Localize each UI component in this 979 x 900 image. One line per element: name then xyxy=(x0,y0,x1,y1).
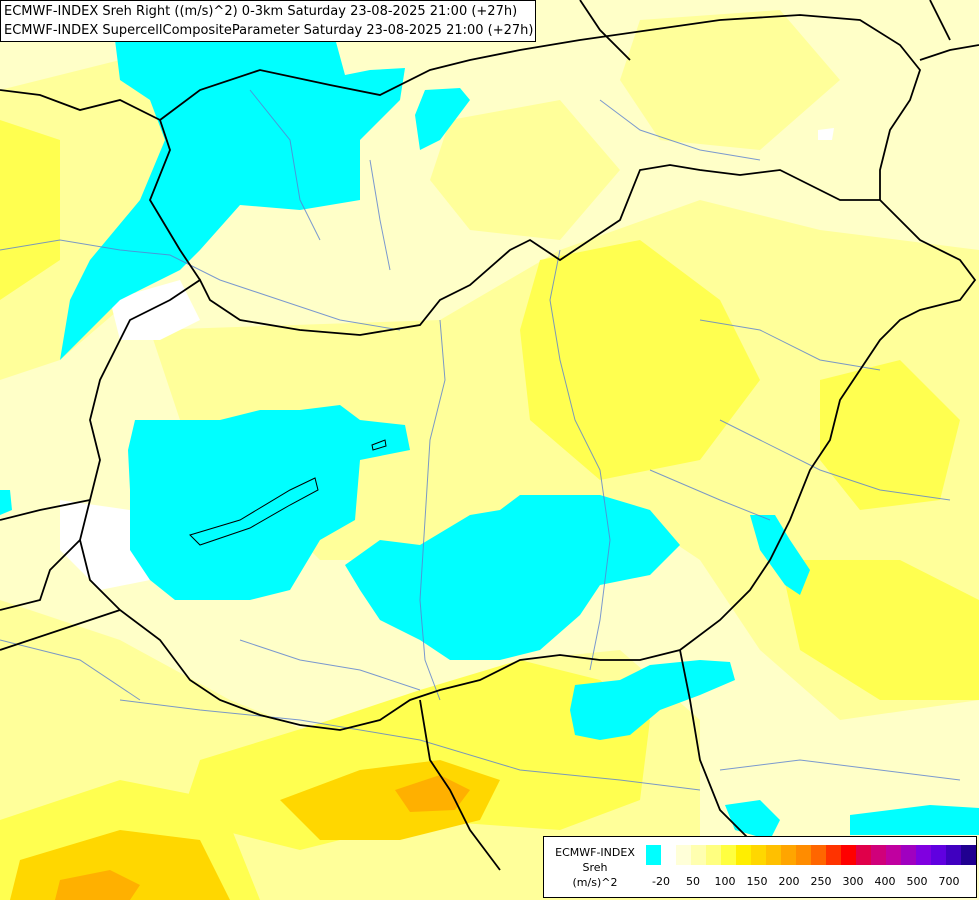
legend-title: ECMWF-INDEX Sreh (m/s)^2 xyxy=(548,845,642,890)
field-cyan xyxy=(415,88,470,150)
legend-tick-label: 50 xyxy=(686,875,700,888)
header-line-1: ECMWF-INDEX Sreh Right ((m/s)^2) 0-3km S… xyxy=(4,4,518,19)
legend-swatch xyxy=(856,845,871,865)
field-orange xyxy=(55,870,140,900)
legend-swatch xyxy=(946,845,961,865)
legend-tick-label: 500 xyxy=(906,875,928,888)
legend-tick-label: 400 xyxy=(874,875,896,888)
legend-title-line-3: (m/s)^2 xyxy=(572,876,618,889)
legend-swatch xyxy=(646,845,661,865)
legend-swatch xyxy=(901,845,916,865)
field-white xyxy=(60,500,150,590)
field-light-yellow xyxy=(430,100,620,240)
legend-swatch xyxy=(781,845,796,865)
field-cyan xyxy=(60,15,405,360)
field-light-yellow xyxy=(620,10,840,150)
legend-title-line-1: ECMWF-INDEX xyxy=(555,846,635,859)
legend-swatch xyxy=(931,845,946,865)
field-cyan xyxy=(345,495,680,660)
legend-swatch xyxy=(826,845,841,865)
legend-swatch xyxy=(886,845,901,865)
legend-swatch xyxy=(841,845,856,865)
legend-tick-label: 100 xyxy=(714,875,736,888)
legend-tick-label: 150 xyxy=(746,875,768,888)
field-cyan xyxy=(750,515,810,595)
legend-swatch xyxy=(706,845,721,865)
legend-tick-label: -20 xyxy=(652,875,670,888)
legend-tick-label: 250 xyxy=(810,875,832,888)
legend-swatch xyxy=(811,845,826,865)
legend-swatch xyxy=(661,845,676,865)
field-cyan xyxy=(570,660,735,740)
legend-tick-label: 700 xyxy=(938,875,960,888)
legend-tick-label: 200 xyxy=(778,875,800,888)
field-yellow xyxy=(780,560,979,700)
lake-outline xyxy=(371,439,387,451)
legend-swatch xyxy=(751,845,766,865)
legend-tick-label: 300 xyxy=(842,875,864,888)
legend-swatch xyxy=(676,845,691,865)
field-white xyxy=(818,128,834,140)
legend-swatch xyxy=(871,845,886,865)
legend-swatch xyxy=(766,845,781,865)
field-light-yellow xyxy=(150,200,979,720)
map-header: ECMWF-INDEX Sreh Right ((m/s)^2) 0-3km S… xyxy=(0,0,536,42)
field-orange xyxy=(395,775,470,812)
field-yellow xyxy=(820,360,960,510)
header-line-2: ECMWF-INDEX SupercellCompositeParameter … xyxy=(4,23,534,38)
field-yellow xyxy=(0,120,60,300)
country-borders xyxy=(0,0,979,871)
color-legend: ECMWF-INDEX Sreh (m/s)^2 -20 50 100 150 200 2… xyxy=(543,836,977,898)
legend-swatch xyxy=(961,845,976,865)
rivers xyxy=(0,89,961,791)
legend-swatch xyxy=(691,845,706,865)
lake-outline xyxy=(189,477,319,546)
field-yellow xyxy=(520,240,760,480)
field-cyan xyxy=(0,490,12,515)
legend-swatch xyxy=(721,845,736,865)
legend-swatch xyxy=(796,845,811,865)
legend-title-line-2: Sreh xyxy=(582,861,608,874)
field-cyan xyxy=(850,805,979,835)
legend-swatch xyxy=(916,845,931,865)
legend-swatch xyxy=(736,845,751,865)
